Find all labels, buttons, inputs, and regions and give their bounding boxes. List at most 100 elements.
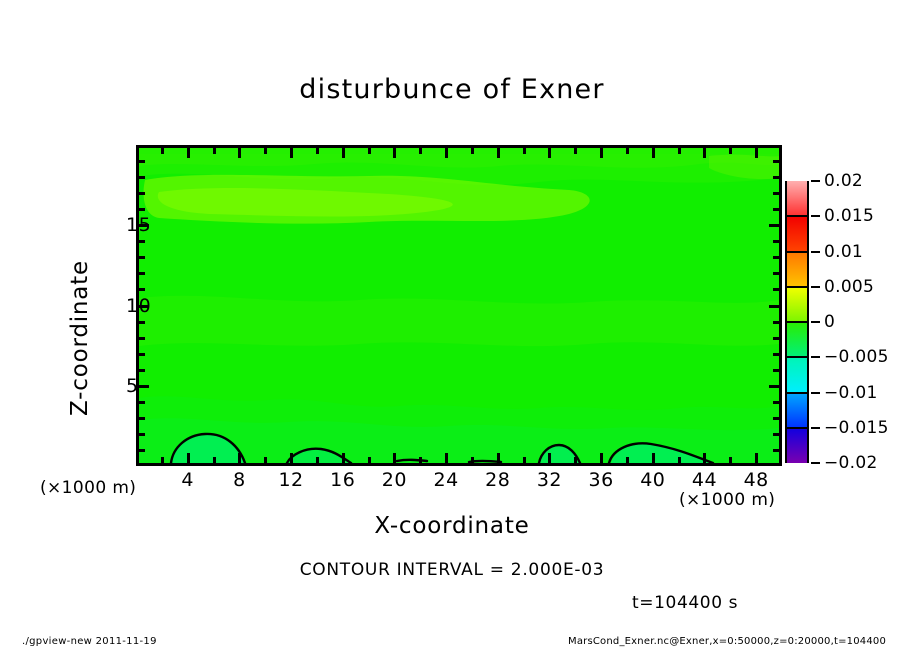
colorbar-tick-label: −0.01: [824, 382, 878, 403]
x-tick-label: 24: [433, 469, 459, 491]
colorbar-tick-label: 0.005: [824, 276, 875, 297]
x-tick-label: 16: [330, 469, 356, 491]
x-tick-bottom: [755, 453, 758, 464]
x-tick-top: [497, 147, 500, 158]
colorbar-band: [787, 251, 807, 287]
x-tick-top: [290, 147, 293, 158]
y-tick-right: [773, 192, 780, 195]
y-tick-right: [773, 240, 780, 243]
x-tick-bottom: [393, 453, 396, 464]
x-tick-label: 44: [691, 469, 718, 491]
footer-command: ./gpview-new 2011-11-19: [22, 636, 157, 647]
x-tick-label: 32: [536, 469, 563, 491]
colorbar-tick-label: 0.02: [824, 171, 864, 191]
x-tick-label: 36: [588, 469, 614, 491]
time-stamp-note: t=104400 s: [632, 593, 739, 613]
colorbar-tick: [811, 321, 820, 323]
x-tick-bottom: [187, 453, 190, 464]
colorbar-band-divider: [787, 321, 807, 323]
y-tick-left: [138, 337, 145, 340]
y-tick-right: [773, 272, 780, 275]
y-tick-right: [769, 385, 780, 388]
colorbar-tick: [811, 180, 820, 182]
x-tick-top: [187, 147, 190, 158]
x-tick-top: [316, 147, 319, 154]
x-tick-top: [471, 147, 474, 154]
y-tick-right: [773, 401, 780, 404]
colorbar: [785, 181, 809, 463]
y-tick-right: [773, 288, 780, 291]
y-tick-left: [138, 385, 149, 388]
x-tick-top: [368, 147, 371, 154]
x-tick-top: [523, 147, 526, 154]
y-tick-left: [138, 256, 145, 259]
y-tick-right: [773, 353, 780, 356]
y-tick-left: [138, 272, 145, 275]
x-tick-top: [342, 147, 345, 158]
x-tick-bottom: [471, 457, 474, 464]
contour-field: [139, 148, 779, 463]
colorbar-band-divider: [787, 391, 807, 394]
colorbar-tick-label: −0.005: [824, 347, 889, 368]
y-tick-left: [138, 160, 145, 163]
colorbar-tick: [811, 356, 820, 359]
y-tick-left: [138, 369, 145, 372]
y-tick-right: [773, 433, 780, 436]
x-tick-bottom: [238, 453, 241, 464]
x-tick-label: 28: [485, 469, 511, 491]
colorbar-band: [787, 181, 807, 217]
y-tick-right: [773, 256, 780, 259]
figure-title: disturbunce of Exner: [299, 74, 605, 105]
colorbar-band-divider: [787, 250, 807, 253]
x-tick-bottom: [290, 453, 293, 464]
y-tick-left: [138, 240, 145, 243]
footer-source: MarsCond_Exner.nc@Exner,x=0:50000,z=0:20…: [568, 636, 887, 647]
y-tick-right: [773, 449, 780, 452]
colorbar-tick-label: 0.01: [824, 241, 864, 262]
colorbar-band: [787, 322, 807, 358]
x-tick-top: [264, 147, 267, 154]
y-axis-title: Z-coordinate: [67, 260, 93, 416]
y-tick-left: [138, 176, 145, 179]
x-tick-bottom: [626, 457, 629, 464]
x-tick-bottom: [703, 453, 706, 464]
x-tick-bottom: [161, 457, 164, 464]
y-tick-label: 15: [126, 214, 152, 237]
x-tick-label: 4: [181, 469, 194, 491]
x-tick-top: [652, 147, 655, 158]
y-tick-right: [773, 208, 780, 211]
colorbar-tick: [811, 462, 820, 464]
x-tick-top: [393, 147, 396, 158]
colorbar-band: [787, 392, 807, 428]
colorbar-tick: [811, 391, 820, 394]
x-tick-bottom: [652, 453, 655, 464]
colorbar-band-divider: [787, 356, 807, 359]
x-tick-label: 8: [233, 469, 246, 491]
x-tick-label: 48: [743, 469, 769, 491]
y-tick-left: [138, 321, 145, 324]
y-tick-left: [138, 401, 145, 404]
y-tick-right: [773, 176, 780, 179]
y-tick-right: [773, 321, 780, 324]
y-tick-right: [773, 417, 780, 420]
x-tick-bottom: [600, 453, 603, 464]
x-tick-bottom: [419, 457, 422, 464]
y-tick-left: [138, 192, 145, 195]
colorbar-tick: [811, 250, 820, 253]
x-tick-bottom: [264, 457, 267, 464]
y-tick-right: [769, 305, 780, 308]
x-tick-bottom: [497, 453, 500, 464]
colorbar-tick: [811, 215, 820, 218]
x-tick-top: [729, 147, 732, 154]
y-tick-left: [138, 449, 145, 452]
x-tick-top: [161, 147, 164, 154]
x-tick-top: [626, 147, 629, 154]
x-axis-title: X-coordinate: [374, 513, 530, 539]
colorbar-band-divider: [787, 426, 807, 429]
y-tick-right: [773, 337, 780, 340]
x-tick-bottom: [574, 457, 577, 464]
x-tick-bottom: [729, 457, 732, 464]
y-tick-left: [138, 305, 149, 308]
y-tick-label: 10: [126, 294, 152, 317]
